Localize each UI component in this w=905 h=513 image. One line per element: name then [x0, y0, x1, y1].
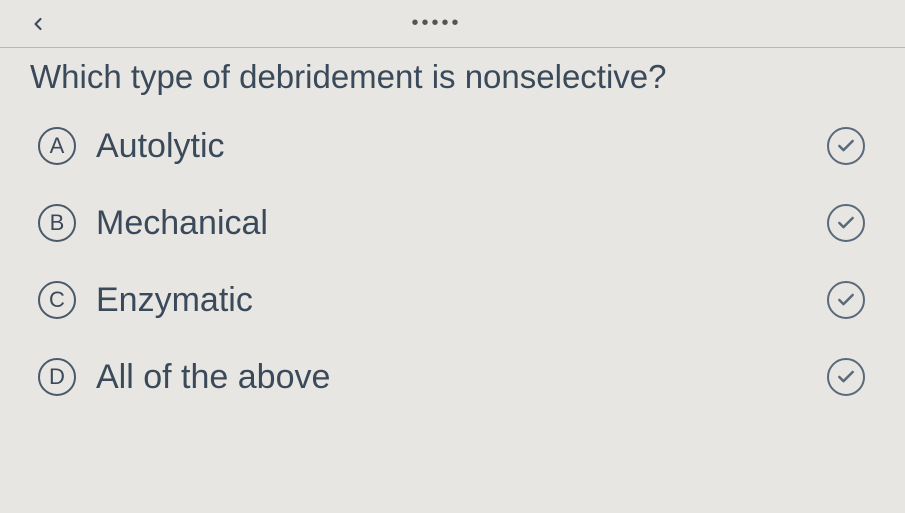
option-label: Mechanical	[96, 204, 268, 243]
option-left: B Mechanical	[38, 204, 268, 243]
option-left: C Enzymatic	[38, 281, 253, 320]
option-a[interactable]: A Autolytic	[38, 127, 875, 166]
check-circle-icon[interactable]	[827, 358, 865, 396]
question-text: Which type of debridement is nonselectiv…	[30, 56, 875, 99]
option-left: A Autolytic	[38, 127, 225, 166]
back-chevron-icon[interactable]	[28, 14, 48, 34]
option-label: Enzymatic	[96, 281, 253, 320]
check-circle-icon[interactable]	[827, 281, 865, 319]
option-label: All of the above	[96, 358, 330, 397]
option-letter-badge: B	[38, 204, 76, 242]
option-letter-badge: C	[38, 281, 76, 319]
question-container: Which type of debridement is nonselectiv…	[0, 48, 905, 397]
option-letter-badge: A	[38, 127, 76, 165]
option-left: D All of the above	[38, 358, 330, 397]
progress-dots: •••••	[411, 12, 461, 35]
options-list: A Autolytic B Mechanical C	[30, 127, 875, 397]
option-b[interactable]: B Mechanical	[38, 204, 875, 243]
option-label: Autolytic	[96, 127, 225, 166]
top-bar: •••••	[0, 0, 905, 48]
option-letter-badge: D	[38, 358, 76, 396]
check-circle-icon[interactable]	[827, 204, 865, 242]
check-circle-icon[interactable]	[827, 127, 865, 165]
option-c[interactable]: C Enzymatic	[38, 281, 875, 320]
option-d[interactable]: D All of the above	[38, 358, 875, 397]
